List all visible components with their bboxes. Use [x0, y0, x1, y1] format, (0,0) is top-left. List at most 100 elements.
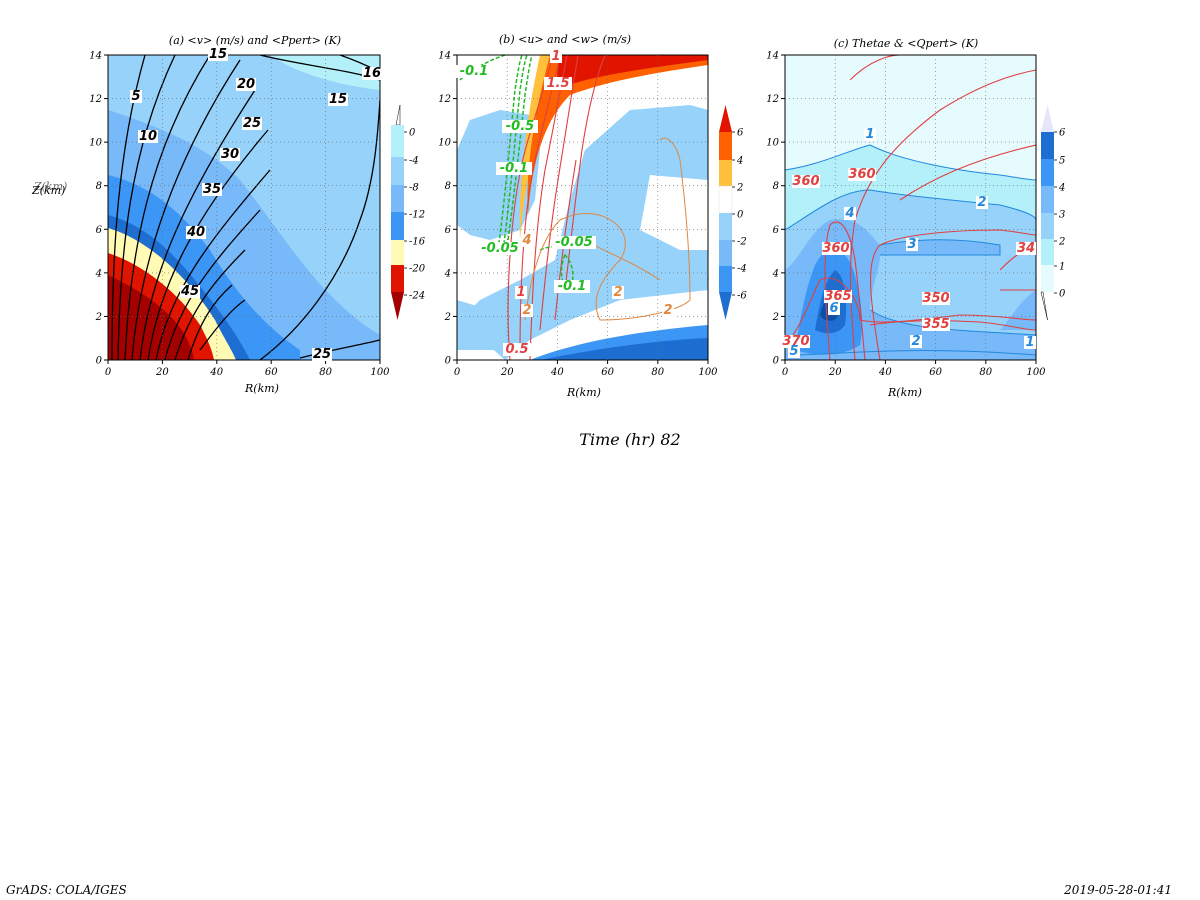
x-tick-label: 100 [370, 367, 390, 378]
contour-label: 10 [139, 129, 157, 144]
contour-label-bg [788, 345, 800, 358]
contour-label-bg [822, 242, 850, 255]
contour-label: 2 [613, 285, 622, 300]
panel-c-xlabel: R(km) [887, 386, 922, 399]
contour-label: -0.5 [506, 119, 534, 134]
contour-label-bg [922, 318, 950, 331]
panel-c-colorbar: 6 5 4 3 2 1 0 [1040, 105, 1066, 321]
y-tick-label: 14 [89, 51, 102, 62]
contour-label-bg [130, 90, 142, 103]
x-tick-label: 80 [651, 367, 664, 378]
colorbar-level-label: -4 [737, 264, 747, 275]
contour-label: 5 [789, 344, 798, 359]
y-tick-label: 0 [96, 356, 103, 367]
panel-b-title: (b) <u> and <w> (m/s) [499, 33, 631, 46]
panel-a-ticks: 0 20 40 60 80 100 0 2 4 6 8 10 12 14 [89, 51, 390, 379]
contour-label: 3 [907, 237, 916, 252]
contour-label-bg [236, 78, 256, 91]
contour-label: -0.05 [555, 235, 592, 250]
contour-label: 1 [865, 127, 874, 142]
y-tick-label: 14 [766, 51, 779, 62]
contour-label-bg [208, 48, 228, 61]
contour-label-bg [1024, 336, 1036, 349]
panel-b: (b) <u> and <w> (m/s) R(km) 0 20 40 60 80 100… [438, 33, 747, 399]
panel-c: (c) Thetae & <Qpert> (K) R(km) 0 20 40 60 80… [766, 37, 1066, 399]
contour-label-bg [521, 234, 533, 247]
contour-label-bg [312, 348, 332, 361]
y-tick-label: 2 [444, 312, 451, 323]
y-tick-label: 6 [96, 225, 103, 236]
contour-label: 1.5 [546, 76, 569, 91]
contour-label-bg [220, 148, 240, 161]
contour-label: 30 [221, 147, 239, 162]
contour-label-bg [503, 343, 531, 356]
colorbar-level-label: -16 [409, 237, 426, 248]
contour-label-bg [782, 335, 810, 348]
y-tick-label: 6 [773, 225, 780, 236]
colorbar-level-label: -24 [409, 291, 425, 302]
contour-label-bg [521, 304, 533, 317]
contour-label: -0.1 [558, 279, 586, 294]
colorbar-level-label: 6 [1059, 128, 1066, 139]
colorbar-level-label: 0 [409, 128, 416, 139]
contour-label-bg [906, 238, 918, 251]
colorbar-level-label: -6 [737, 291, 747, 302]
y-tick-label: 8 [445, 181, 451, 192]
contour-label-bg [544, 77, 572, 90]
colorbar-level-label: 2 [1058, 237, 1065, 248]
x-tick-label: 40 [550, 367, 564, 378]
y-tick-label: 10 [438, 138, 451, 149]
colorbar-level-label: 5 [1059, 156, 1065, 167]
colorbar-level-label: 2 [736, 183, 743, 194]
contour-label: 5 [131, 89, 140, 104]
y-tick-label: 14 [438, 51, 451, 62]
contour-label-bg [1016, 242, 1036, 255]
x-tick-label: 40 [878, 367, 892, 378]
contour-label: 25 [243, 116, 261, 131]
contour-label: 2 [663, 303, 672, 318]
contour-label-bg [362, 67, 382, 80]
y-tick-label: 4 [772, 268, 779, 279]
contour-label-bg [515, 286, 527, 299]
contour-label-bg [844, 207, 856, 220]
contour-label: 4 [844, 206, 854, 221]
contour-label-bg [138, 130, 158, 143]
grid [457, 55, 708, 360]
contour-label: 45 [180, 284, 199, 299]
contour-label: 15 [329, 92, 347, 107]
contour-label-bg [976, 196, 988, 209]
x-tick-label: 60 [265, 367, 278, 378]
contour-label: 355 [922, 317, 949, 332]
x-tick-label: 80 [319, 367, 332, 378]
panel-a-colorbar: 0 -4 -8 -12 -16 -20 -24 [391, 104, 426, 320]
contour-label-bg [242, 117, 262, 130]
footer-right: 2019-05-28-01:41 [1063, 883, 1172, 897]
x-tick-label: 0 [782, 367, 789, 378]
contour-label: 360 [822, 241, 849, 256]
y-tick-label: 6 [445, 225, 452, 236]
colorbar-level-label: -12 [409, 210, 425, 221]
contour-label: 20 [237, 77, 255, 92]
time-label: Time (hr) 82 [579, 430, 680, 449]
colorbar-level-label: 1 [1059, 262, 1065, 273]
x-tick-label: 100 [1026, 367, 1046, 378]
contour-label-bg [864, 128, 876, 141]
contour-label-bg [848, 168, 876, 181]
x-tick-label: 0 [454, 367, 461, 378]
y-tick-label: 4 [95, 268, 102, 279]
contour-label: 35 [203, 182, 221, 197]
contour-label: 16 [363, 66, 381, 81]
colorbar-level-label: -8 [409, 183, 419, 194]
colorbar-level-label: -20 [409, 264, 426, 275]
contour-label: -0.05 [481, 241, 518, 256]
contour-label: 25 [313, 347, 331, 362]
x-tick-label: 40 [209, 367, 223, 378]
contour-label-bg [662, 304, 674, 317]
contour-label-bg [328, 93, 348, 106]
panel-a-ylabel-ghost: Z(km) [33, 180, 67, 193]
contour-label: 2 [522, 303, 531, 318]
y-tick-label: 8 [773, 181, 779, 192]
contour-label: 1 [1025, 335, 1034, 350]
y-tick-label: 12 [89, 94, 102, 105]
